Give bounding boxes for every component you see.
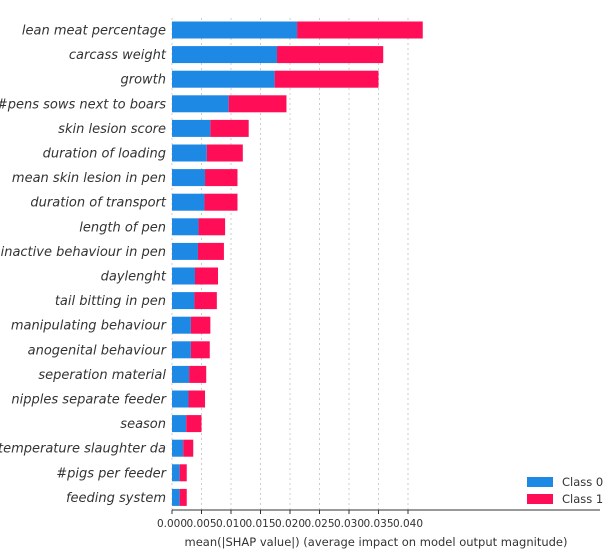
bar-class-1 bbox=[180, 464, 187, 481]
bar-class-1 bbox=[199, 218, 226, 235]
bars-group bbox=[172, 22, 423, 506]
bar-class-0 bbox=[172, 391, 189, 408]
category-label: mean skin lesion in pen bbox=[12, 171, 166, 186]
category-labels: lean meat percentage carcass weight growth… bbox=[0, 24, 168, 506]
bar-class-0 bbox=[172, 95, 229, 112]
bar-class-0 bbox=[172, 464, 180, 481]
bar-class-1 bbox=[183, 440, 193, 457]
bar-class-1 bbox=[277, 46, 383, 63]
bar-class-1 bbox=[189, 391, 206, 408]
legend-swatch bbox=[527, 477, 553, 487]
bar-class-0 bbox=[172, 317, 191, 334]
category-label: #pigs per feeder bbox=[56, 466, 167, 481]
x-tick-label: 0.035 bbox=[363, 518, 393, 530]
grid-lines bbox=[172, 18, 408, 510]
bar-class-0 bbox=[172, 489, 180, 506]
category-label: #pens sows next to boars bbox=[0, 97, 166, 112]
x-tick-label: 0.030 bbox=[334, 518, 364, 530]
category-label: carcass weight bbox=[69, 48, 167, 63]
bar-class-1 bbox=[205, 169, 237, 186]
bar-class-1 bbox=[229, 95, 287, 112]
bar-class-1 bbox=[204, 194, 237, 211]
bar-class-0 bbox=[172, 22, 297, 39]
category-label: length of pen bbox=[79, 220, 166, 235]
bar-class-1 bbox=[191, 341, 210, 358]
x-axis: 0.000 0.005 0.010 0.015 0.020 0.025 0.030 0.035… bbox=[157, 510, 600, 530]
legend: Class 0 Class 1 bbox=[527, 475, 603, 506]
bar-class-0 bbox=[172, 366, 189, 383]
bar-class-0 bbox=[172, 145, 207, 162]
x-tick-label: 0.000 bbox=[157, 518, 187, 530]
legend-label: Class 1 bbox=[562, 492, 603, 506]
bar-class-0 bbox=[172, 243, 198, 260]
category-label: feeding system bbox=[66, 491, 166, 506]
bar-class-0 bbox=[172, 218, 199, 235]
category-label: nipples separate feeder bbox=[11, 393, 167, 408]
bar-class-0 bbox=[172, 71, 275, 88]
bar-class-0 bbox=[172, 415, 186, 432]
bar-class-0 bbox=[172, 46, 277, 63]
bar-class-1 bbox=[180, 489, 187, 506]
category-label: lean meat percentage bbox=[22, 24, 166, 39]
bar-class-0 bbox=[172, 194, 204, 211]
category-label: inactive behaviour in pen bbox=[1, 245, 166, 260]
bar-class-1 bbox=[186, 415, 201, 432]
bar-class-1 bbox=[198, 243, 224, 260]
x-tick-label: 0.010 bbox=[216, 518, 246, 530]
bar-class-1 bbox=[210, 120, 248, 137]
category-label: daylenght bbox=[101, 270, 167, 285]
bar-class-1 bbox=[195, 268, 218, 285]
x-tick-label: 0.005 bbox=[186, 518, 216, 530]
bar-class-0 bbox=[172, 292, 194, 309]
x-tick-label: 0.025 bbox=[304, 518, 334, 530]
bar-class-1 bbox=[194, 292, 216, 309]
legend-swatch bbox=[527, 494, 553, 504]
category-label: season bbox=[120, 417, 166, 432]
category-label: duration of transport bbox=[30, 196, 166, 211]
bar-class-0 bbox=[172, 268, 195, 285]
x-axis-label: mean(|SHAP value|) (average impact on mo… bbox=[185, 535, 568, 549]
category-label: temperature slaughter da bbox=[0, 442, 166, 457]
category-label: duration of loading bbox=[43, 147, 166, 162]
bar-class-0 bbox=[172, 169, 205, 186]
category-label: seperation material bbox=[38, 368, 166, 383]
category-label: skin lesion score bbox=[58, 122, 166, 137]
bar-class-1 bbox=[297, 22, 423, 39]
category-label: manipulating behaviour bbox=[11, 319, 168, 334]
x-tick-label: 0.020 bbox=[275, 518, 305, 530]
bar-class-0 bbox=[172, 341, 191, 358]
bar-class-0 bbox=[172, 120, 210, 137]
category-label: growth bbox=[120, 73, 166, 88]
x-tick-label: 0.015 bbox=[245, 518, 275, 530]
bar-class-1 bbox=[275, 71, 379, 88]
legend-label: Class 0 bbox=[562, 475, 603, 489]
bar-class-0 bbox=[172, 440, 183, 457]
category-label: anogenital behaviour bbox=[28, 343, 168, 358]
bar-class-1 bbox=[189, 366, 206, 383]
bar-class-1 bbox=[191, 317, 210, 334]
x-tick-label: 0.040 bbox=[393, 518, 423, 530]
bar-class-1 bbox=[207, 145, 243, 162]
category-label: tail bitting in pen bbox=[55, 294, 166, 309]
